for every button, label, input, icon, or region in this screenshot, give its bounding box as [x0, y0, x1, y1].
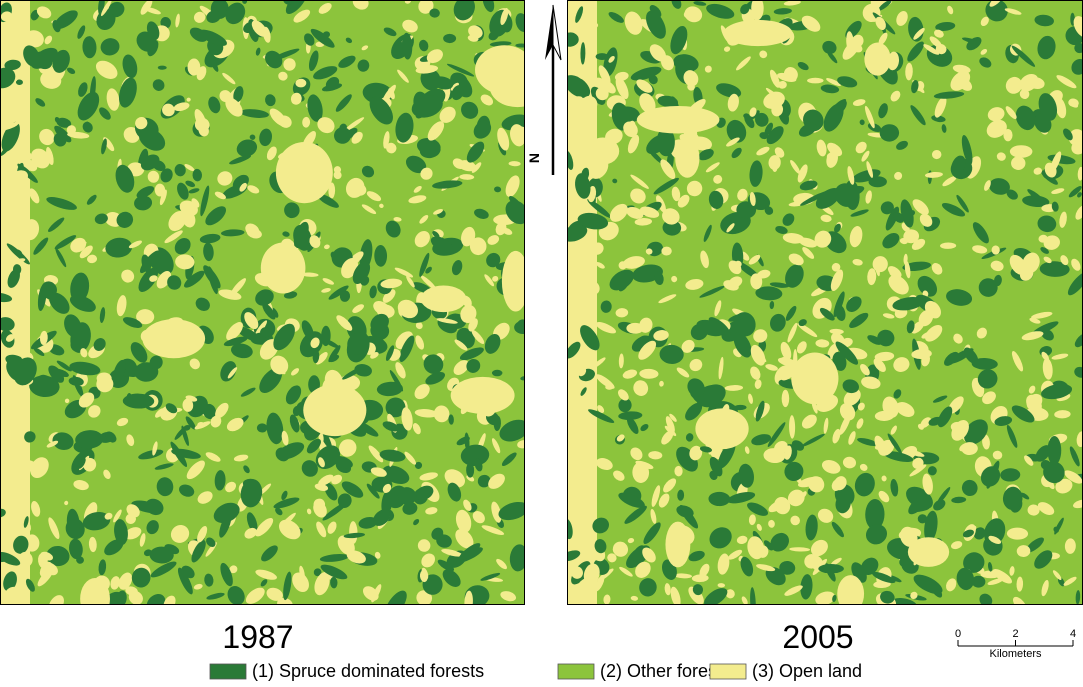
land-open-patch	[724, 20, 793, 46]
land-spruce	[1047, 436, 1061, 465]
legend-label: (1) Spruce dominated forests	[252, 661, 484, 681]
land-open-patch	[791, 352, 838, 404]
land-open-patch	[80, 578, 110, 619]
panel-year: 2005	[782, 619, 853, 655]
legend: (1) Spruce dominated forests(2) Other fo…	[210, 661, 862, 681]
land-open	[1010, 145, 1033, 158]
land-open-patch	[695, 408, 748, 449]
north-label: N	[526, 153, 542, 163]
land-open	[782, 390, 790, 407]
scale-unit: Kilometers	[990, 648, 1042, 660]
legend-swatch	[710, 664, 746, 679]
land-open	[1011, 156, 1025, 170]
land-open-patch	[837, 575, 864, 612]
legend-swatch	[558, 664, 594, 679]
panel-year: 1987	[222, 619, 293, 655]
land-open-patch	[261, 242, 306, 293]
map-panel-1987	[0, 0, 545, 621]
scale-tick-label: 0	[955, 628, 961, 640]
land-open-patch	[908, 537, 949, 567]
land-spruce	[492, 370, 503, 376]
north-arrow: N	[526, 5, 561, 175]
land-spruce	[818, 564, 844, 573]
land-open	[807, 78, 823, 84]
land-open-patch	[142, 319, 205, 358]
scale-bar: 0 2 4 Kilometers	[955, 628, 1076, 660]
land-open-patch	[421, 286, 467, 313]
map-panel-2005	[560, 0, 1083, 617]
land-open-patch	[451, 377, 515, 414]
land-open-patch	[864, 42, 890, 75]
land-open-patch	[502, 251, 530, 312]
land-open-patch	[665, 522, 690, 568]
land-open-patch	[490, 67, 546, 107]
scale-tick-label: 2	[1012, 628, 1018, 640]
scale-tick-label: 4	[1070, 628, 1076, 640]
land-open-patch	[276, 142, 333, 203]
land-open-patch	[675, 138, 699, 178]
legend-swatch	[210, 664, 246, 679]
land-open-patch	[586, 138, 619, 165]
land-spruce	[596, 53, 609, 60]
legend-label: (3) Open land	[752, 661, 862, 681]
land-open-patch	[637, 106, 720, 134]
land-open-patch	[303, 384, 366, 436]
page: {"panels": [{"label": "1987"}, {"label":…	[0, 0, 1083, 687]
map-figure: N 1987 2005 0 2 4 Kilometers (1) Spruce dom…	[0, 0, 1083, 682]
